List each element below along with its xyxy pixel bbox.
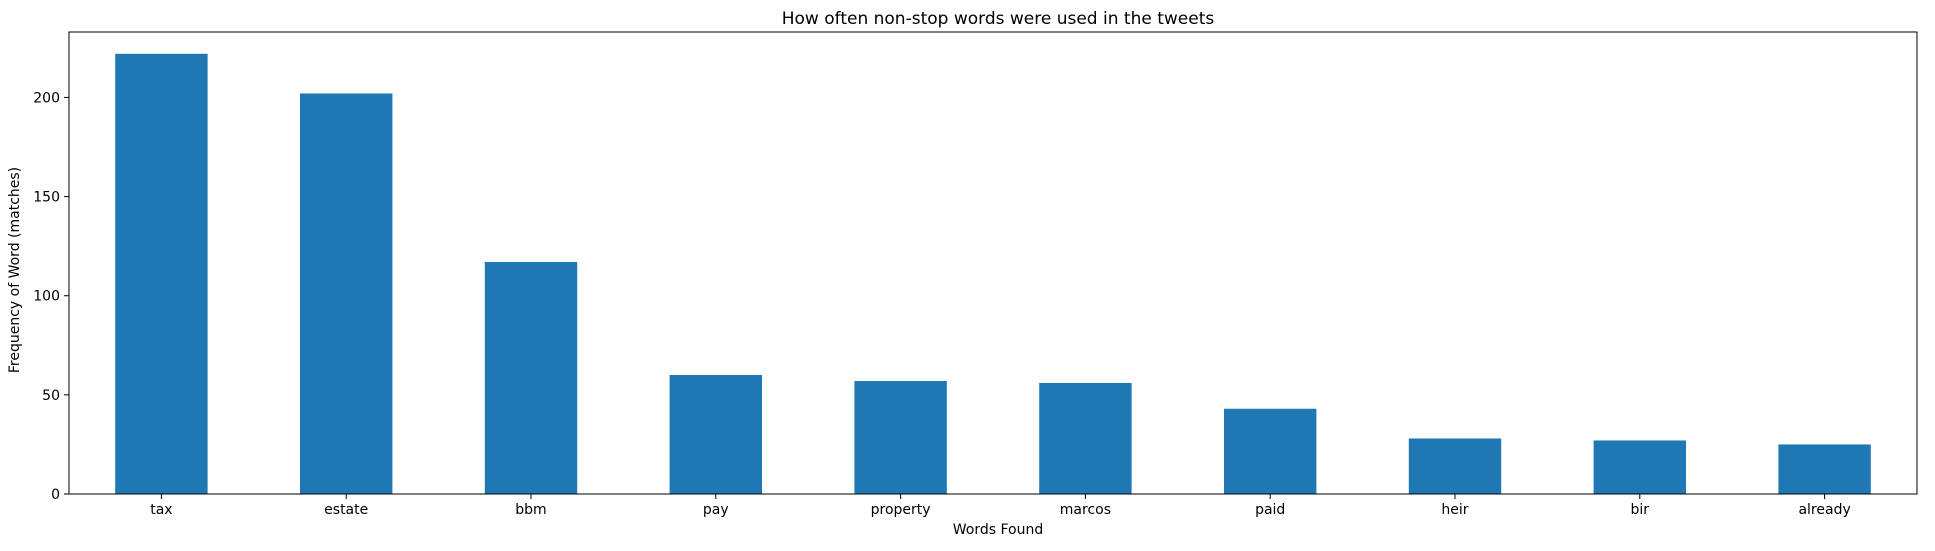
x-axis: tax estate bbm pay property marcos paid heir bir… xyxy=(150,494,1851,518)
y-axis-label: Frequency of Word (matches) xyxy=(7,167,23,373)
y-axis: 0 50 100 150 200 xyxy=(33,90,69,503)
x-axis-label: Words Found xyxy=(953,522,1043,538)
x-tick-label-pay: pay xyxy=(703,502,729,518)
x-tick-label-paid: paid xyxy=(1255,502,1285,518)
y-tick-label-150: 150 xyxy=(33,190,60,206)
bar-heir xyxy=(1408,438,1502,494)
bar-paid xyxy=(1224,408,1317,494)
bar-tax xyxy=(115,53,208,494)
chart-title: How often non-stop words were used in th… xyxy=(782,9,1215,29)
bars-layer xyxy=(115,53,1871,495)
y-tick-label-50: 50 xyxy=(42,388,60,404)
x-tick-label-marcos: marcos xyxy=(1060,502,1111,518)
bar-bir xyxy=(1593,440,1686,494)
x-tick-label-tax: tax xyxy=(150,502,172,518)
bar-estate xyxy=(300,93,393,495)
bar-property xyxy=(854,380,947,494)
x-tick-label-property: property xyxy=(871,502,931,518)
plot-frame xyxy=(68,31,1918,495)
bar-pay xyxy=(669,375,762,494)
bar-marcos xyxy=(1039,382,1132,494)
y-tick-label-0: 0 xyxy=(51,487,60,503)
x-tick-label-heir: heir xyxy=(1441,502,1468,518)
bar-bbm xyxy=(484,262,578,494)
bar-already xyxy=(1778,444,1871,494)
x-tick-label-bbm: bbm xyxy=(515,502,546,518)
x-tick-label-already: already xyxy=(1798,502,1850,518)
x-tick-label-estate: estate xyxy=(324,502,368,518)
y-tick-label-200: 200 xyxy=(33,90,60,106)
x-tick-label-bir: bir xyxy=(1631,502,1650,518)
y-tick-label-100: 100 xyxy=(33,289,60,305)
